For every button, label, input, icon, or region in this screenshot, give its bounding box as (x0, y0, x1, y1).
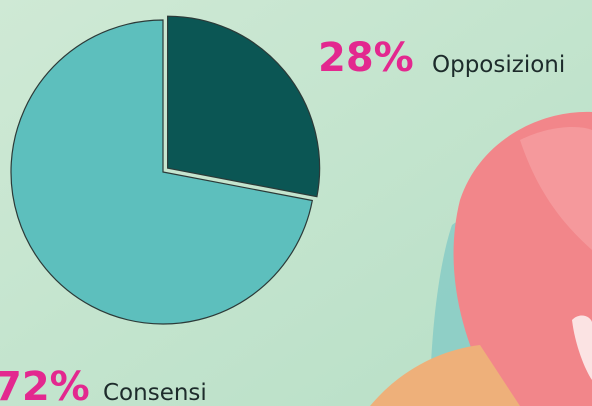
chart: 28% Opposizioni 72% Consensi (0, 0, 592, 406)
category-label: Consensi (103, 380, 207, 406)
value-label: 72% (0, 364, 90, 406)
category-label: Opposizioni (432, 52, 565, 78)
value-label: 28% (318, 35, 414, 81)
